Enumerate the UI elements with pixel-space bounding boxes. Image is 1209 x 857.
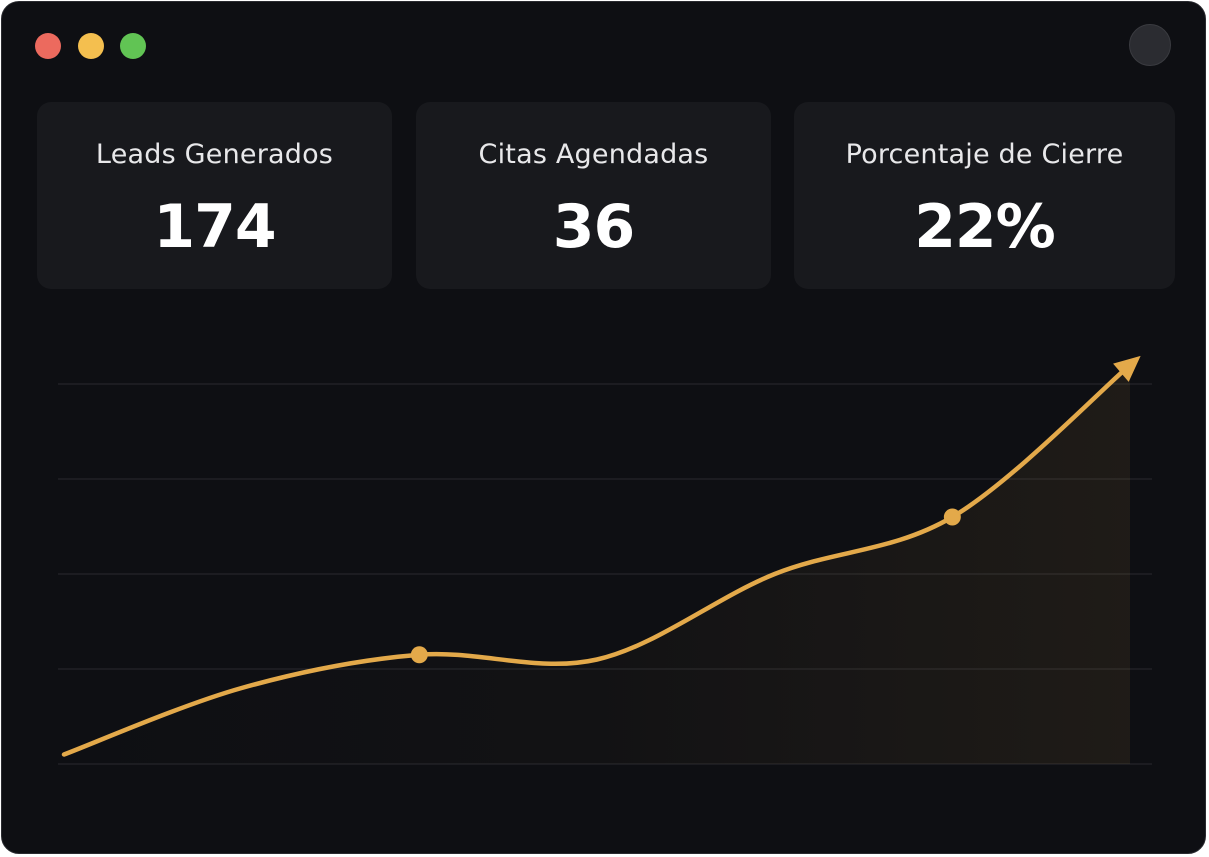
metric-label: Porcentaje de Cierre [845, 139, 1124, 170]
metric-card-appointments: Citas Agendadas 36 [416, 102, 771, 289]
user-avatar[interactable] [1129, 24, 1171, 66]
metric-label: Citas Agendadas [478, 139, 709, 170]
metric-value: 36 [552, 192, 636, 262]
window-maximize-button[interactable] [120, 33, 146, 59]
data-point-marker [410, 646, 428, 664]
metric-label: Leads Generados [95, 139, 334, 170]
window-minimize-button[interactable] [78, 33, 104, 59]
trend-arrow-head [1113, 355, 1141, 382]
window-close-button[interactable] [35, 33, 61, 59]
trend-area [64, 365, 1130, 764]
metric-value: 22% [914, 192, 1056, 262]
metric-value: 174 [153, 192, 276, 262]
metric-card-close-rate: Porcentaje de Cierre 22% [794, 102, 1175, 289]
metric-card-leads: Leads Generados 174 [37, 102, 392, 289]
data-point-marker [943, 508, 961, 526]
